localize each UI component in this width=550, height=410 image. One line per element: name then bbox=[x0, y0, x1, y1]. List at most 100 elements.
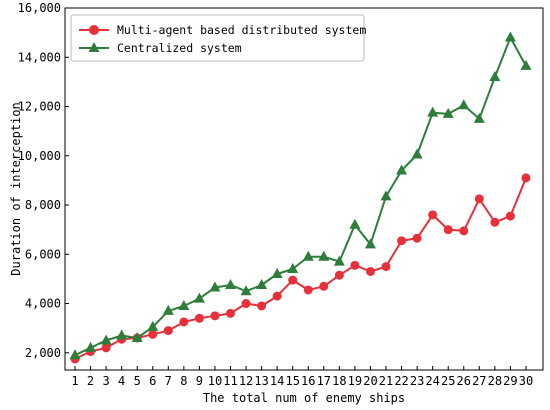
y-axis-title: Duration of interception bbox=[9, 102, 23, 275]
x-tick-label: 9 bbox=[196, 374, 203, 388]
data-point-triangle bbox=[442, 107, 454, 118]
series-line-0 bbox=[74, 177, 527, 360]
x-axis-title: The total num of enemy ships bbox=[203, 391, 405, 405]
x-tick-label: 17 bbox=[317, 374, 331, 388]
y-tick-label: 6,000 bbox=[25, 247, 61, 261]
x-tick-label: 21 bbox=[379, 374, 393, 388]
x-tick-label: 18 bbox=[332, 374, 346, 388]
data-point-triangle bbox=[520, 59, 532, 70]
x-tick-label: 29 bbox=[503, 374, 517, 388]
y-tick-label: 12,000 bbox=[18, 100, 61, 114]
data-point-circle bbox=[412, 233, 422, 243]
y-tick-label: 4,000 bbox=[25, 297, 61, 311]
x-tick-label: 6 bbox=[149, 374, 156, 388]
data-point-circle bbox=[179, 317, 189, 327]
data-point-circle bbox=[288, 275, 298, 285]
data-point-triangle bbox=[116, 329, 128, 340]
legend-label-distributed: Multi-agent based distributed system bbox=[117, 23, 366, 37]
data-point-circle bbox=[319, 281, 329, 291]
data-point-circle bbox=[101, 343, 111, 353]
data-point-triangle bbox=[333, 255, 345, 266]
data-point-circle bbox=[148, 329, 158, 339]
x-tick-label: 14 bbox=[270, 374, 284, 388]
data-point-circle bbox=[257, 301, 267, 311]
data-point-circle bbox=[241, 299, 251, 309]
legend: Multi-agent based distributed system Cen… bbox=[70, 14, 366, 62]
data-point-triangle bbox=[411, 148, 423, 159]
legend-marker-distributed bbox=[89, 25, 99, 35]
y-tick-label: 14,000 bbox=[18, 50, 61, 64]
x-tick-label: 15 bbox=[285, 374, 299, 388]
data-point-triangle bbox=[100, 334, 112, 345]
x-tick-label: 1 bbox=[71, 374, 78, 388]
data-point-circle bbox=[428, 210, 438, 220]
data-point-triangle bbox=[349, 218, 361, 229]
data-point-triangle bbox=[489, 70, 501, 81]
data-point-triangle bbox=[318, 250, 330, 261]
data-point-triangle bbox=[473, 112, 485, 123]
x-axis-ticks: 1 2 3 4 5 6 7 8 9 10 11 12 13 14 15 16 17 18 19 20 21 22 23 24 2… bbox=[71, 366, 533, 388]
x-tick-label: 24 bbox=[425, 374, 439, 388]
legend-label-centralized: Centralized system bbox=[117, 41, 242, 55]
x-tick-label: 11 bbox=[223, 374, 237, 388]
data-point-triangle bbox=[302, 250, 314, 261]
x-tick-label: 10 bbox=[208, 374, 222, 388]
data-point-circle bbox=[334, 270, 344, 280]
data-point-triangle bbox=[380, 190, 392, 201]
data-point-circle bbox=[303, 285, 313, 295]
x-tick-label: 12 bbox=[239, 374, 253, 388]
data-point-triangle bbox=[225, 279, 236, 290]
data-point-triangle bbox=[287, 263, 299, 274]
x-tick-label: 16 bbox=[301, 374, 315, 388]
data-point-triangle bbox=[271, 267, 283, 278]
data-point-triangle bbox=[162, 304, 174, 315]
data-point-triangle bbox=[458, 99, 470, 110]
data-point-triangle bbox=[504, 31, 516, 42]
y-tick-label: 2,000 bbox=[25, 346, 61, 360]
x-tick-label: 13 bbox=[254, 374, 268, 388]
x-tick-label: 2 bbox=[87, 374, 94, 388]
y-tick-label: 8,000 bbox=[25, 198, 61, 212]
data-point-circle bbox=[443, 225, 453, 235]
series-layer bbox=[69, 31, 532, 364]
data-point-triangle bbox=[427, 106, 439, 117]
data-point-triangle bbox=[193, 292, 205, 303]
y-tick-label: 16,000 bbox=[18, 1, 61, 15]
data-point-circle bbox=[397, 236, 407, 246]
legend-box bbox=[70, 14, 365, 62]
series-line-1 bbox=[74, 36, 527, 357]
data-point-circle bbox=[163, 326, 173, 336]
data-point-circle bbox=[505, 211, 515, 221]
data-point-circle bbox=[521, 173, 531, 183]
data-point-circle bbox=[490, 217, 500, 227]
legend-marker-centralized bbox=[88, 42, 100, 52]
x-tick-label: 22 bbox=[394, 374, 408, 388]
y-axis-ticks: 2,000 4,000 6,000 8,000 10,000 12,000 14,000 16… bbox=[18, 1, 69, 360]
data-point-triangle bbox=[131, 331, 143, 342]
data-point-triangle bbox=[209, 281, 221, 292]
x-tick-label: 19 bbox=[348, 374, 362, 388]
y-tick-label: 10,000 bbox=[18, 149, 61, 163]
data-point-triangle bbox=[147, 320, 159, 331]
x-tick-label: 7 bbox=[165, 374, 172, 388]
data-point-triangle bbox=[364, 238, 376, 249]
x-tick-label: 25 bbox=[441, 374, 455, 388]
data-point-circle bbox=[194, 313, 204, 323]
data-point-triangle bbox=[178, 299, 190, 310]
x-tick-label: 20 bbox=[363, 374, 377, 388]
data-point-circle bbox=[365, 266, 375, 276]
data-point-triangle bbox=[69, 349, 81, 360]
data-point-triangle bbox=[240, 285, 252, 296]
x-tick-label: 5 bbox=[134, 374, 141, 388]
data-point-circle bbox=[272, 291, 282, 301]
x-tick-label: 28 bbox=[488, 374, 502, 388]
data-point-triangle bbox=[85, 341, 97, 352]
data-point-circle bbox=[210, 311, 220, 321]
data-point-triangle bbox=[396, 164, 408, 175]
plot-area-frame bbox=[64, 7, 544, 371]
x-tick-label: 26 bbox=[457, 374, 471, 388]
x-tick-label: 27 bbox=[472, 374, 486, 388]
x-tick-label: 4 bbox=[118, 374, 125, 388]
x-tick-label: 8 bbox=[180, 374, 187, 388]
